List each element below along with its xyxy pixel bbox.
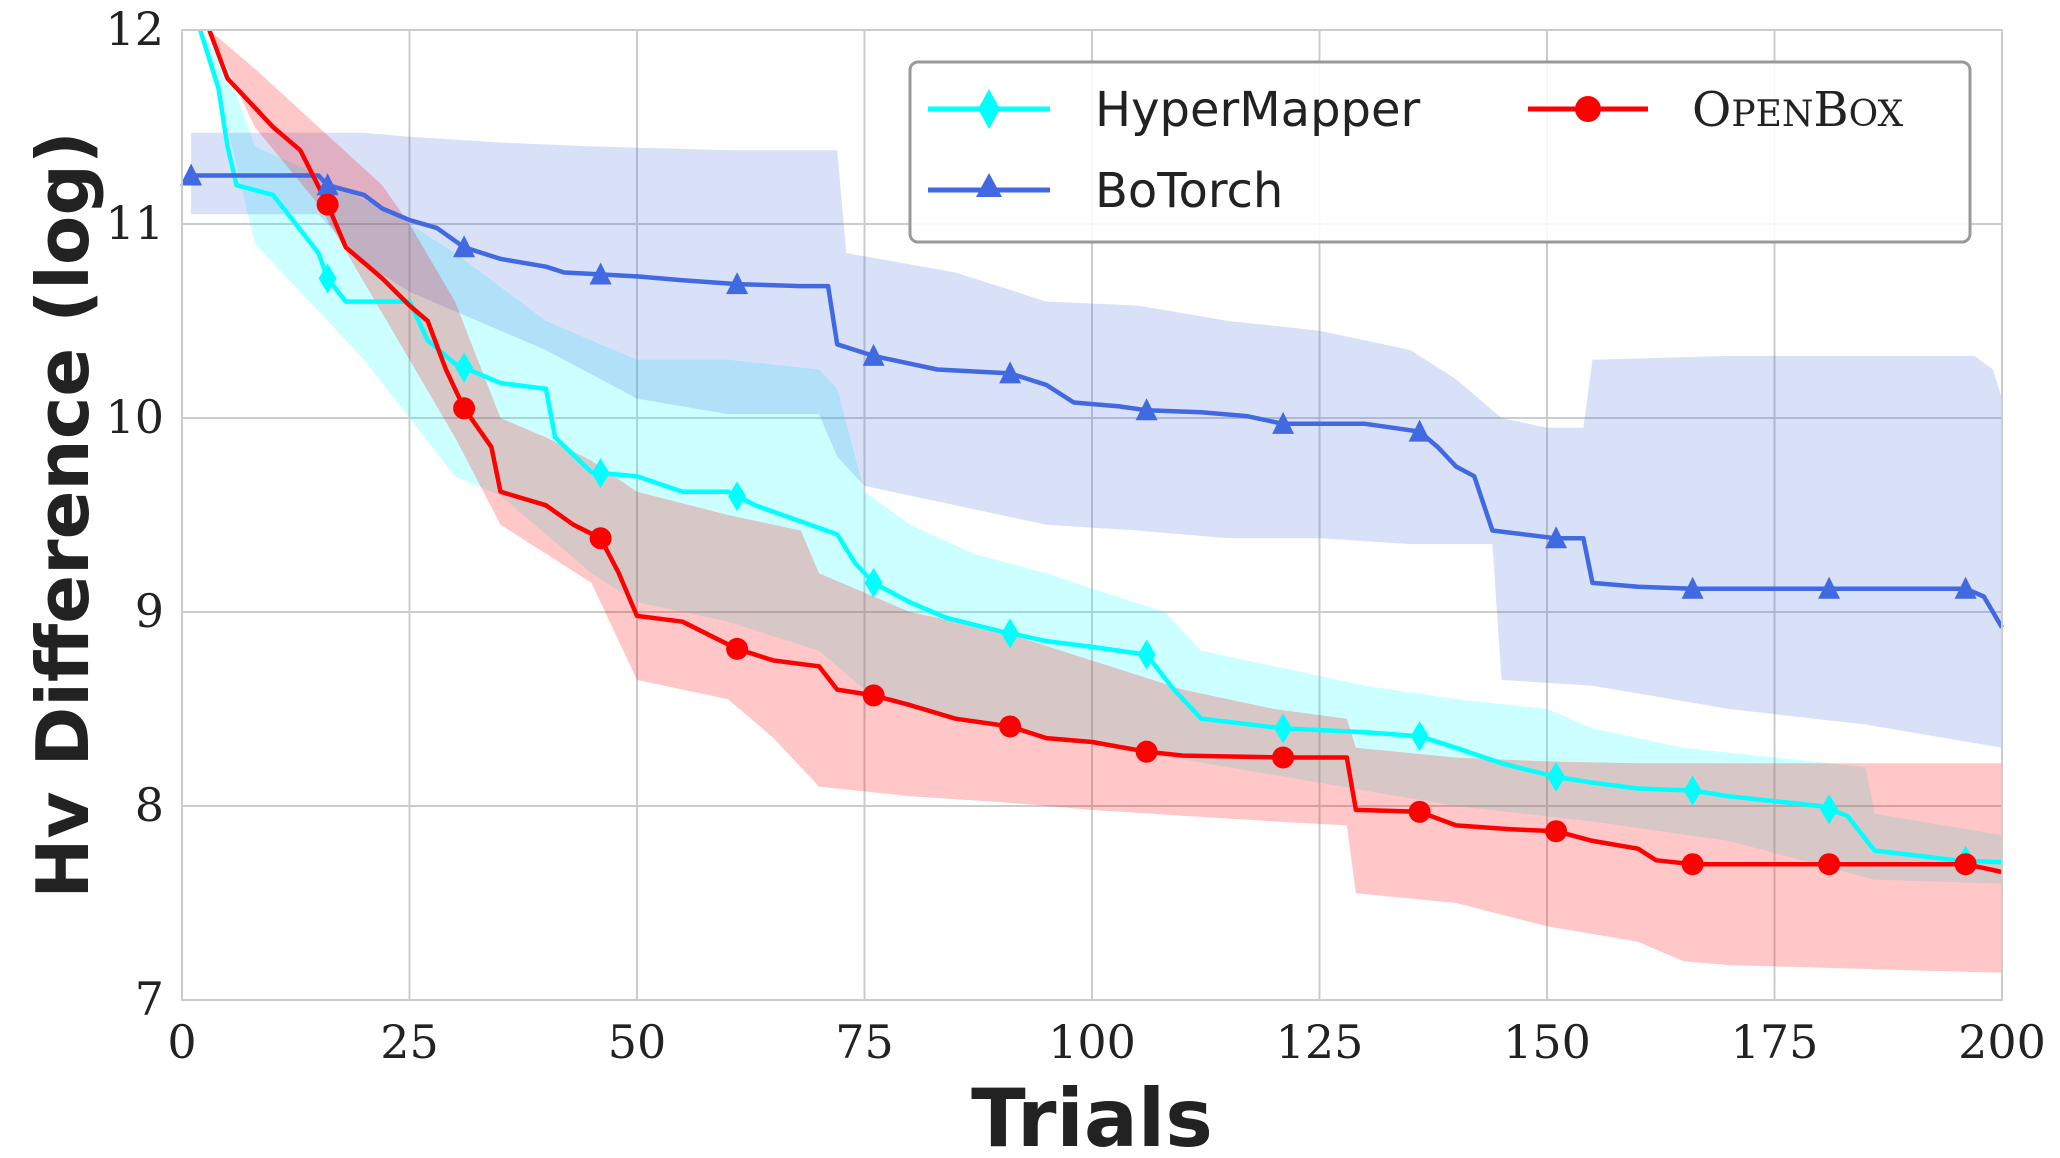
marker-openbox (1818, 853, 1841, 876)
marker-openbox (1954, 853, 1977, 876)
y-tick-label: 11 (105, 196, 164, 250)
marker-botorch (589, 262, 612, 285)
marker-openbox (862, 684, 885, 707)
marker-hypermapper (1274, 713, 1293, 744)
marker-botorch (1135, 398, 1158, 421)
legend-label-openbox-b: B (1813, 82, 1848, 138)
band-hypermapper (200, 30, 2003, 884)
x-axis-title: Trials (971, 1072, 1213, 1158)
marker-botorch (1408, 419, 1431, 442)
marker-hypermapper (1683, 775, 1702, 806)
y-tick-label: 7 (135, 972, 164, 1026)
legend-label-openbox: OPENBOX (1692, 82, 1904, 138)
y-tick-label: 12 (105, 2, 164, 56)
y-axis-title: Hv Difference (log) (21, 131, 105, 899)
marker-hypermapper (455, 352, 474, 383)
legend-marker-botorch (976, 173, 1002, 197)
x-tick-label: 150 (1503, 1015, 1591, 1069)
marker-openbox (1545, 820, 1568, 843)
plot-frame (181, 29, 2003, 1001)
legend-label-openbox-o: O (1692, 82, 1731, 138)
marker-botorch (1545, 526, 1568, 549)
marker-hypermapper (1547, 761, 1566, 792)
marker-hypermapper (1410, 721, 1429, 752)
legend-box (908, 60, 1972, 244)
x-tick-labels: 0 25 50 75 100 125 150 175 200 (167, 1015, 2046, 1069)
y-tick-label: 8 (135, 778, 164, 832)
x-tick-label: 175 (1731, 1015, 1819, 1069)
confidence-bands (191, 30, 2003, 973)
legend-label-openbox-pen: PEN (1731, 94, 1813, 135)
marker-hypermapper (1001, 618, 1020, 649)
y-tick-label: 9 (135, 584, 164, 638)
x-tick-label: 100 (1048, 1015, 1136, 1069)
line-openbox (207, 29, 2003, 875)
line-hypermapper (198, 29, 2003, 865)
marker-openbox (1272, 746, 1295, 769)
marker-botorch (1818, 576, 1841, 599)
marker-botorch (1954, 576, 1977, 599)
marker-botorch (1272, 411, 1295, 434)
marker-botorch (1681, 576, 1704, 599)
marker-openbox (726, 637, 749, 660)
marker-botorch (316, 173, 339, 196)
marker-botorch (180, 163, 203, 186)
x-tick-label: 0 (167, 1015, 196, 1069)
marker-openbox (1135, 740, 1158, 763)
legend-marker-hypermapper (978, 89, 1000, 129)
legend: HyperMapper BoTorch OPENBOX (908, 60, 1972, 244)
marker-openbox (316, 193, 339, 216)
x-tick-label: 25 (380, 1015, 439, 1069)
marker-hypermapper (318, 263, 337, 294)
marker-hypermapper (864, 567, 883, 598)
x-tick-label: 75 (835, 1015, 894, 1069)
marker-hypermapper (1137, 639, 1156, 670)
marker-hypermapper (728, 481, 747, 512)
marker-openbox (1681, 853, 1704, 876)
marker-botorch (726, 272, 749, 295)
marker-hypermapper (1820, 794, 1839, 825)
x-tick-label: 200 (1958, 1015, 2046, 1069)
marker-botorch (862, 343, 885, 366)
legend-label-botorch: BoTorch (1095, 163, 1283, 219)
y-tick-labels: 7 8 9 10 11 12 (105, 2, 164, 1026)
marker-openbox (589, 527, 612, 550)
legend-label-openbox-ox: OX (1849, 94, 1904, 135)
marker-botorch (453, 235, 476, 258)
legend-marker-openbox (1575, 96, 1601, 122)
marker-openbox (999, 715, 1022, 738)
series-markers (180, 163, 1977, 876)
x-tick-label: 125 (1276, 1015, 1364, 1069)
marker-openbox (1408, 800, 1431, 823)
legend-label-hypermapper: HyperMapper (1095, 82, 1421, 138)
x-tick-label: 50 (608, 1015, 667, 1069)
marker-botorch (999, 361, 1022, 384)
band-botorch (191, 132, 2003, 748)
band-openbox (209, 30, 2002, 973)
marker-hypermapper (591, 458, 610, 489)
y-tick-label: 10 (105, 390, 164, 444)
marker-openbox (453, 397, 476, 420)
